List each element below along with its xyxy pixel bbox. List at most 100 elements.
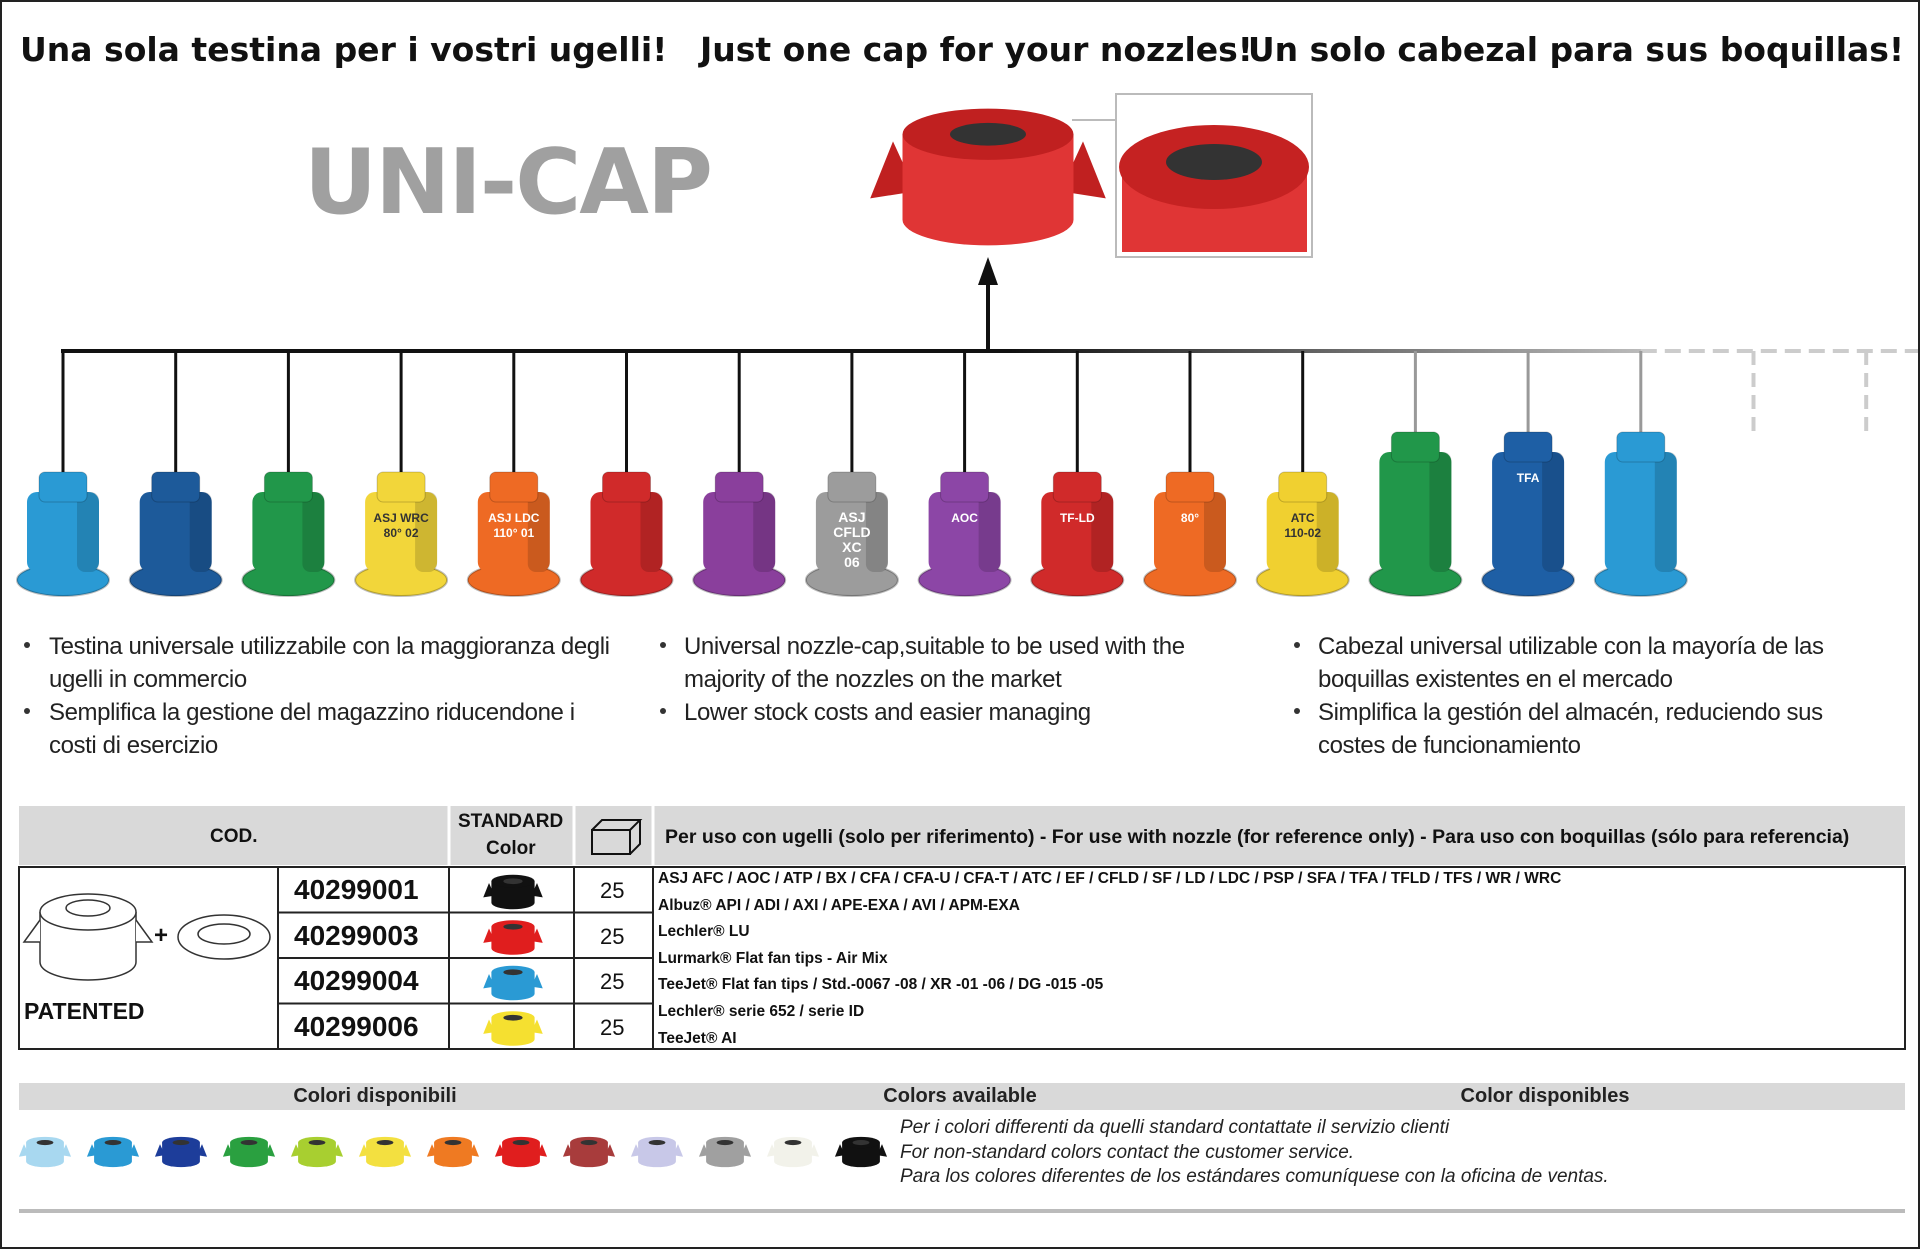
cap-hole — [376, 1140, 394, 1146]
cap-body — [434, 1142, 472, 1168]
nozzle-tip — [151, 471, 201, 503]
standard-color — [483, 965, 543, 1001]
nozzle-tip — [1165, 471, 1215, 503]
nozzle-shade — [1204, 492, 1226, 572]
bullet-text: Testina universale utilizzabile con la m… — [49, 633, 610, 693]
cap-body — [491, 1017, 535, 1046]
nozzle-shade — [302, 492, 325, 572]
bullet-text: Lower stock costs and easier managing — [684, 699, 1091, 726]
box-edge — [591, 819, 643, 855]
nozzle — [16, 351, 110, 597]
cap-body — [706, 1142, 744, 1168]
nozzle: AOC — [917, 351, 1012, 597]
nozzle-body — [1041, 492, 1114, 572]
color-swatch — [630, 1136, 684, 1168]
header-cod: COD. — [210, 826, 258, 847]
nozzle-body — [1492, 452, 1565, 572]
colors-note: For non-standard colors contact the cust… — [900, 1141, 1355, 1163]
cap-hole — [240, 1140, 258, 1146]
cap-hole — [503, 878, 523, 885]
sketch-hole — [65, 899, 111, 917]
nozzle-shade — [1654, 452, 1677, 572]
product-code: 40299006 — [294, 1010, 419, 1042]
nozzle-tip — [1503, 431, 1553, 463]
nozzle-label: CFLD — [833, 524, 870, 540]
color-swatch — [358, 1136, 412, 1168]
bullet-text: Simplifica la gestión del almacén, reduc… — [1318, 699, 1823, 759]
bullet-dot — [660, 642, 666, 648]
nozzle-label: AOC — [951, 511, 978, 525]
nozzle-shade — [865, 492, 888, 572]
nozzle-label: 110° 01 — [493, 526, 534, 540]
compat-line: Lechler® serie 652 / serie ID — [658, 1003, 865, 1020]
cap-hole — [950, 122, 1026, 146]
cap-body — [502, 1142, 540, 1168]
cap-hole — [172, 1140, 190, 1146]
cap-hole — [503, 923, 523, 930]
nozzle-body — [365, 492, 438, 572]
colors-heading: Colors available — [883, 1085, 1037, 1107]
nozzle-body — [815, 492, 888, 572]
cap-body — [491, 972, 535, 1001]
cap-body — [491, 881, 535, 910]
nozzle-tip — [714, 471, 764, 503]
nozzle-label: ASJ LDC — [488, 511, 540, 525]
compat-line: Lechler® LU — [658, 923, 750, 941]
header-standard: Color — [486, 838, 536, 859]
nozzle-body — [703, 492, 776, 572]
cap-hole — [36, 1140, 54, 1146]
color-swatch — [290, 1136, 344, 1168]
color-swatch — [154, 1136, 208, 1168]
nozzle — [692, 351, 787, 597]
nozzle — [241, 351, 336, 597]
sketch-wing — [22, 919, 154, 943]
product-code: 40299003 — [294, 919, 419, 951]
standard-color — [483, 920, 543, 955]
product-code: 40299001 — [294, 874, 419, 905]
compat-line: ASJ AFC / AOC / ATP / BX / CFA / CFA-U /… — [658, 870, 1562, 887]
nozzle-tip — [1390, 431, 1440, 463]
nozzle-label: XC — [842, 539, 861, 555]
nozzle-label: TF-LD — [1060, 511, 1095, 525]
cap-hole — [503, 1014, 523, 1021]
cap-body — [570, 1142, 608, 1168]
nozzle-label: 110-02 — [1284, 526, 1321, 540]
nozzle-body — [928, 492, 1001, 572]
cap-hole — [580, 1140, 598, 1146]
cap-body — [298, 1142, 336, 1168]
header-standard: STANDARD — [458, 811, 564, 832]
nozzle-tip — [1616, 431, 1666, 463]
quantity: 25 — [600, 969, 625, 994]
product-code: 40299004 — [294, 965, 419, 996]
color-swatch — [834, 1136, 888, 1168]
nozzle: TFA — [1481, 351, 1576, 597]
table-border — [18, 866, 1906, 1050]
box-icon — [591, 819, 643, 855]
cap-body — [842, 1142, 880, 1168]
color-swatch — [562, 1136, 616, 1168]
nozzle-label: ASJ — [838, 509, 865, 525]
colors-note: Para los colores diferentes de los están… — [900, 1166, 1609, 1187]
nozzle-shade — [189, 492, 212, 572]
standard-color — [483, 1011, 543, 1046]
nozzle-shade — [1542, 452, 1565, 572]
nozzle-shade — [527, 492, 550, 572]
cap-body — [638, 1142, 676, 1168]
cap-hole — [503, 969, 523, 976]
cap-body — [774, 1142, 812, 1168]
nozzle-body — [590, 492, 663, 572]
nozzle — [579, 351, 674, 597]
bullet-text: Universal nozzle-cap,suitable to be used… — [684, 633, 1185, 693]
cap-hole — [716, 1140, 734, 1146]
arrow-head — [978, 257, 998, 285]
nozzle-label: 06 — [844, 554, 860, 570]
bullet-text: Semplifica la gestione del magazzino rid… — [49, 699, 575, 759]
bullet-text: Cabezal universal utilizable con la mayo… — [1318, 633, 1824, 693]
compat-line: Lurmark® Flat fan tips - Air Mix — [658, 949, 888, 967]
nozzle-label: 80° — [1181, 511, 1199, 525]
sketch-body — [39, 912, 137, 981]
cap-hole — [104, 1140, 122, 1146]
